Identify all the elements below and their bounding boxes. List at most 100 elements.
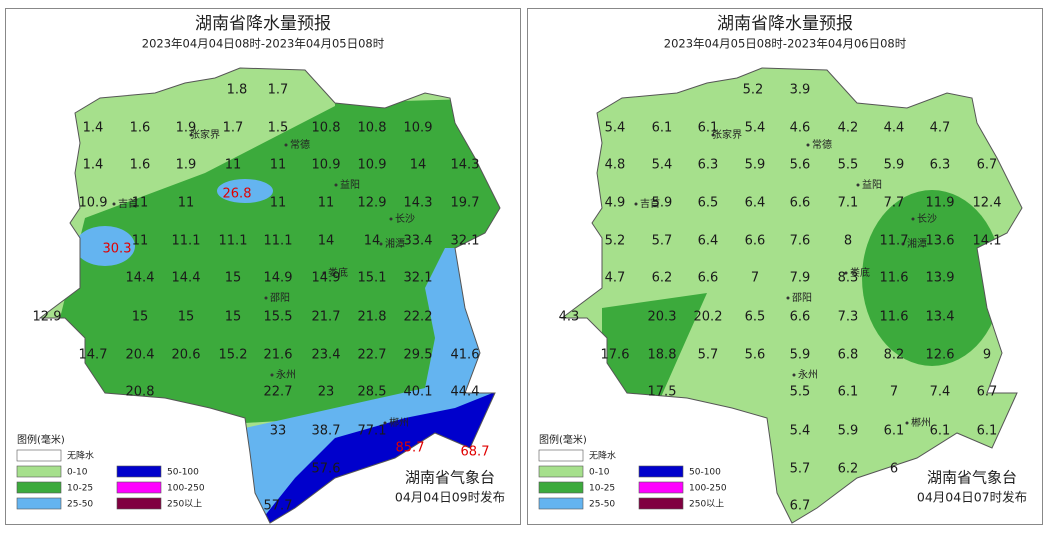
rainfall-value: 8 bbox=[844, 234, 852, 249]
city-dot bbox=[634, 202, 638, 206]
rainfall-value: 14.3 bbox=[404, 196, 433, 211]
rainfall-value: 5.4 bbox=[790, 424, 811, 439]
rainfall-value: 6.7 bbox=[790, 499, 811, 514]
city-label: 永州 bbox=[276, 368, 296, 381]
rainfall-value: 14.9 bbox=[264, 271, 293, 286]
rainfall-value: 14.3 bbox=[451, 158, 480, 173]
city-dot bbox=[383, 421, 387, 425]
city-dot bbox=[911, 217, 915, 221]
city-dot bbox=[806, 143, 810, 147]
legend-label: 50-100 bbox=[689, 468, 721, 478]
rainfall-value: 29.5 bbox=[404, 348, 433, 363]
rainfall-value: 17.6 bbox=[601, 348, 630, 363]
city-label: 常德 bbox=[812, 138, 832, 151]
rainfall-value: 13.9 bbox=[926, 271, 955, 286]
rainfall-value: 13.4 bbox=[926, 310, 955, 325]
rainfall-value: 15 bbox=[225, 310, 242, 325]
rainfall-value: 30.3 bbox=[103, 242, 132, 257]
rainfall-value: 4.8 bbox=[605, 158, 626, 173]
rainfall-value: 8.2 bbox=[884, 348, 905, 363]
rainfall-value: 17.5 bbox=[648, 385, 677, 400]
rainfall-value: 12.4 bbox=[973, 196, 1002, 211]
map-panel: 湖南省降水量预报 2023年04月04日08时-2023年04月05日08时张家界… bbox=[5, 8, 521, 525]
rainfall-value: 6.6 bbox=[745, 234, 766, 249]
rainfall-value: 6.1 bbox=[930, 424, 951, 439]
rainfall-value: 6 bbox=[890, 462, 898, 477]
rainfall-value: 23 bbox=[318, 385, 335, 400]
rainfall-value: 14.4 bbox=[126, 271, 155, 286]
rainfall-value: 1.9 bbox=[176, 158, 197, 173]
legend-swatch bbox=[116, 481, 162, 494]
rainfall-value: 14.7 bbox=[79, 348, 108, 363]
rainfall-value: 14 bbox=[318, 234, 335, 249]
rainfall-value: 5.7 bbox=[790, 462, 811, 477]
city-label: 邵阳 bbox=[270, 292, 290, 304]
city-label: 邵阳 bbox=[792, 292, 812, 304]
rainfall-value: 1.8 bbox=[227, 83, 248, 98]
rainfall-value: 6.6 bbox=[790, 196, 811, 211]
city-dot bbox=[792, 373, 796, 377]
rainfall-value: 1.4 bbox=[83, 158, 104, 173]
rainfall-value: 21.6 bbox=[264, 348, 293, 363]
rainfall-value: 5.2 bbox=[605, 234, 626, 249]
rainfall-value: 3.9 bbox=[790, 83, 811, 98]
rainfall-value: 7.7 bbox=[884, 196, 905, 211]
rainfall-value: 12.9 bbox=[358, 196, 387, 211]
rainfall-value: 15 bbox=[225, 271, 242, 286]
rainfall-value: 13.6 bbox=[926, 234, 955, 249]
legend-label: 10-25 bbox=[589, 484, 615, 494]
city-label: 常德 bbox=[290, 138, 310, 151]
rainfall-value: 10.9 bbox=[358, 158, 387, 173]
legend-swatch bbox=[16, 481, 62, 494]
city-label: 郴州 bbox=[911, 416, 931, 429]
legend-label: 250以上 bbox=[167, 499, 202, 510]
city-label: 娄底 bbox=[850, 266, 870, 279]
rainfall-value: 7 bbox=[751, 271, 759, 286]
rainfall-value: 11 bbox=[318, 196, 335, 211]
city-dot bbox=[901, 242, 905, 246]
rainfall-value: 21.8 bbox=[358, 310, 387, 325]
rainfall-value: 11.9 bbox=[926, 196, 955, 211]
rainfall-value: 26.8 bbox=[223, 187, 252, 202]
legend-swatch bbox=[538, 465, 584, 478]
rainfall-value: 11.1 bbox=[172, 234, 201, 249]
legend-label: 50-100 bbox=[167, 468, 199, 478]
rainfall-value: 1.5 bbox=[268, 121, 289, 136]
rainfall-value: 10.9 bbox=[404, 121, 433, 136]
legend-label: 10-25 bbox=[67, 484, 93, 494]
rain-zone bbox=[60, 98, 500, 423]
rainfall-value: 4.6 bbox=[790, 121, 811, 136]
rainfall-value: 11.6 bbox=[880, 310, 909, 325]
rainfall-value: 15.5 bbox=[264, 310, 293, 325]
province-outline bbox=[38, 67, 501, 524]
city-dot bbox=[856, 183, 860, 187]
map-title: 湖南省降水量预报 bbox=[195, 14, 331, 34]
issued-time: 04月04日07时发布 bbox=[917, 490, 1027, 505]
legend-swatch bbox=[638, 465, 684, 478]
legend-swatch bbox=[538, 449, 584, 462]
rainfall-value: 7 bbox=[890, 385, 898, 400]
rainfall-value: 11.6 bbox=[880, 271, 909, 286]
rainfall-value: 14 bbox=[364, 234, 381, 249]
rainfall-value: 68.7 bbox=[461, 445, 490, 460]
city-dot bbox=[711, 133, 715, 137]
rainfall-value: 7.4 bbox=[930, 385, 951, 400]
rainfall-value: 5.9 bbox=[790, 348, 811, 363]
city-dot bbox=[334, 183, 338, 187]
city-label: 长沙 bbox=[917, 213, 937, 225]
rainfall-value: 5.7 bbox=[652, 234, 673, 249]
rainfall-value: 11.7 bbox=[880, 234, 909, 249]
rainfall-value: 5.5 bbox=[790, 385, 811, 400]
rainfall-value: 7.9 bbox=[790, 271, 811, 286]
rainfall-value: 9 bbox=[983, 348, 991, 363]
city-dot bbox=[844, 271, 848, 275]
rainfall-value: 20.3 bbox=[648, 310, 677, 325]
legend-swatch bbox=[16, 465, 62, 478]
rainfall-value: 6.1 bbox=[838, 385, 859, 400]
rainfall-value: 1.7 bbox=[268, 83, 289, 98]
city-label: 湘潭 bbox=[385, 237, 405, 250]
rainfall-value: 11.1 bbox=[264, 234, 293, 249]
rainfall-value: 20.4 bbox=[126, 348, 155, 363]
rainfall-value: 38.7 bbox=[312, 424, 341, 439]
